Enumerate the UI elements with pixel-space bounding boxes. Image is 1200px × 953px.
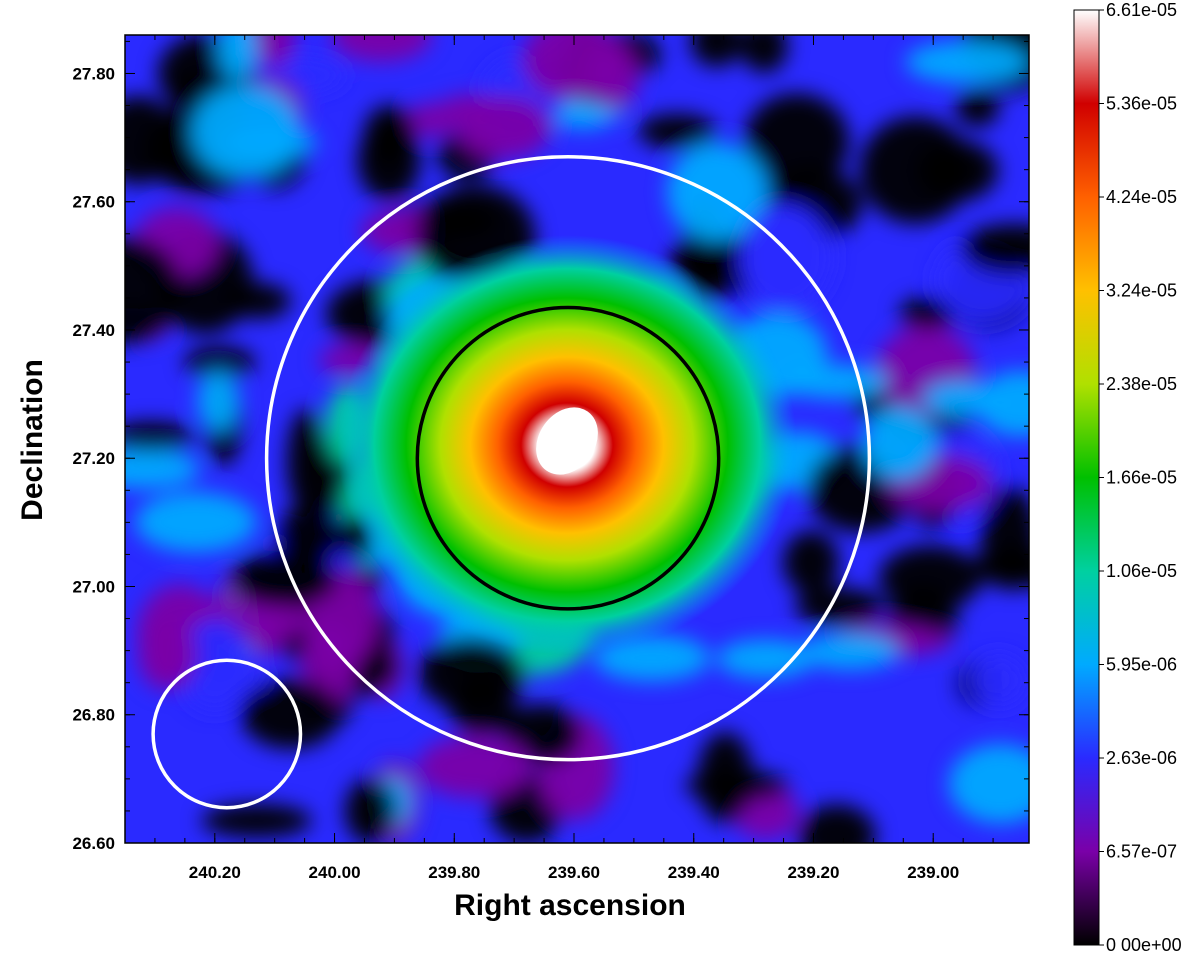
y-axis-title: Declination	[16, 359, 49, 521]
texture-blob	[716, 639, 815, 679]
texture-blob	[286, 409, 325, 514]
texture-blob	[916, 140, 999, 201]
texture-blob	[922, 381, 999, 416]
texture-blob	[277, 505, 342, 568]
texture-blob	[690, 35, 743, 67]
texture-blob	[125, 95, 179, 185]
colorbar-tick-label: 4.24e-05	[1106, 187, 1177, 207]
y-tick-label: 27.20	[72, 449, 115, 468]
colorbar-labels: 0 00e+00 6.57e-07 2.63e-06 5.95e-06 1.06e-05…	[1099, 0, 1182, 953]
y-tick-label: 27.40	[72, 321, 115, 340]
colorbar-tick-label: 6.61e-05	[1106, 0, 1177, 20]
texture-blob	[797, 804, 876, 843]
colorbar-tick-label: 2.63e-06	[1106, 748, 1177, 768]
texture-blob	[666, 143, 768, 241]
x-tick-label: 239.00	[907, 863, 959, 882]
texture-blob	[344, 778, 397, 843]
texture-blob	[125, 421, 194, 452]
texture-blob	[221, 128, 318, 157]
texture-blob	[948, 744, 1029, 824]
texture-blob	[138, 618, 196, 691]
colorbar-tick-label: 3.24e-05	[1106, 281, 1177, 301]
colorbar-tick-label: 1.06e-05	[1106, 561, 1177, 581]
texture-blob	[197, 371, 240, 432]
region-circle-psf	[151, 658, 303, 810]
x-tick-label: 239.20	[787, 863, 839, 882]
colorbar-tick-label: 2.38e-05	[1106, 374, 1177, 394]
texture-blob	[955, 87, 1000, 127]
y-tick-label: 27.80	[72, 64, 115, 83]
colorbar-tick-label: 5.36e-05	[1106, 94, 1177, 114]
y-axis-ticks: 26.60 26.80 27.00 27.20 27.40 27.60 27.80	[72, 40, 1029, 853]
texture-blob	[638, 113, 717, 149]
x-tick-label: 239.40	[668, 863, 720, 882]
x-tick-label: 240.20	[189, 863, 241, 882]
image-plot-area	[125, 35, 1029, 843]
colorbar-tick-label: 0 00e+00	[1106, 935, 1182, 953]
texture-blob	[905, 41, 1029, 84]
x-axis-ticks: 240.20 240.00 239.80 239.60 239.40 239.20 239.…	[154, 35, 994, 882]
texture-blob	[201, 804, 312, 838]
y-tick-label: 26.80	[72, 706, 115, 725]
region-circle-inner	[415, 305, 721, 611]
texture-blob	[331, 35, 433, 62]
x-tick-label: 239.80	[428, 863, 480, 882]
texture-blob	[135, 492, 257, 553]
texture-blob	[406, 102, 459, 137]
texture-blob	[744, 93, 850, 190]
texture-blob	[899, 297, 957, 330]
colorbar-tick-label: 1.66e-05	[1106, 468, 1177, 488]
colorbar	[1073, 9, 1100, 946]
region-circle-outer	[264, 155, 872, 762]
region-circles	[151, 155, 872, 810]
y-tick-label: 26.60	[72, 834, 115, 853]
x-tick-label: 240.00	[309, 863, 361, 882]
texture-blob	[457, 96, 551, 160]
texture-blob	[225, 282, 291, 319]
x-tick-label: 239.60	[548, 863, 600, 882]
texture-blob	[218, 35, 257, 81]
texture-blob	[800, 633, 899, 670]
emission-peak	[536, 407, 598, 475]
texture-blob	[878, 545, 982, 611]
texture-blob	[795, 587, 884, 627]
texture-blob	[522, 35, 623, 101]
texture-blob	[125, 236, 182, 344]
texture-blob	[125, 449, 200, 489]
texture-blob	[741, 202, 820, 310]
texture-blob	[240, 678, 341, 749]
texture-blob	[969, 654, 1027, 707]
y-tick-label: 27.00	[72, 577, 115, 596]
texture-blob	[740, 35, 788, 73]
texture-blob	[782, 530, 840, 595]
texture-blob	[862, 406, 937, 480]
colorbar-tick-label: 6.57e-07	[1106, 842, 1177, 862]
texture-blob	[980, 486, 1029, 590]
texture-blob	[251, 35, 296, 66]
x-axis-title: Right ascension	[454, 889, 686, 922]
texture-blob	[417, 637, 526, 711]
texture-blob	[178, 617, 251, 712]
texture-blob	[357, 121, 421, 201]
texture-blob	[184, 346, 256, 378]
y-tick-label: 27.60	[72, 193, 115, 212]
colorbar-tick-label: 5.95e-06	[1106, 655, 1177, 675]
texture-blob	[960, 223, 1029, 275]
plot-frame	[124, 34, 1030, 844]
texture-blob	[684, 770, 789, 801]
